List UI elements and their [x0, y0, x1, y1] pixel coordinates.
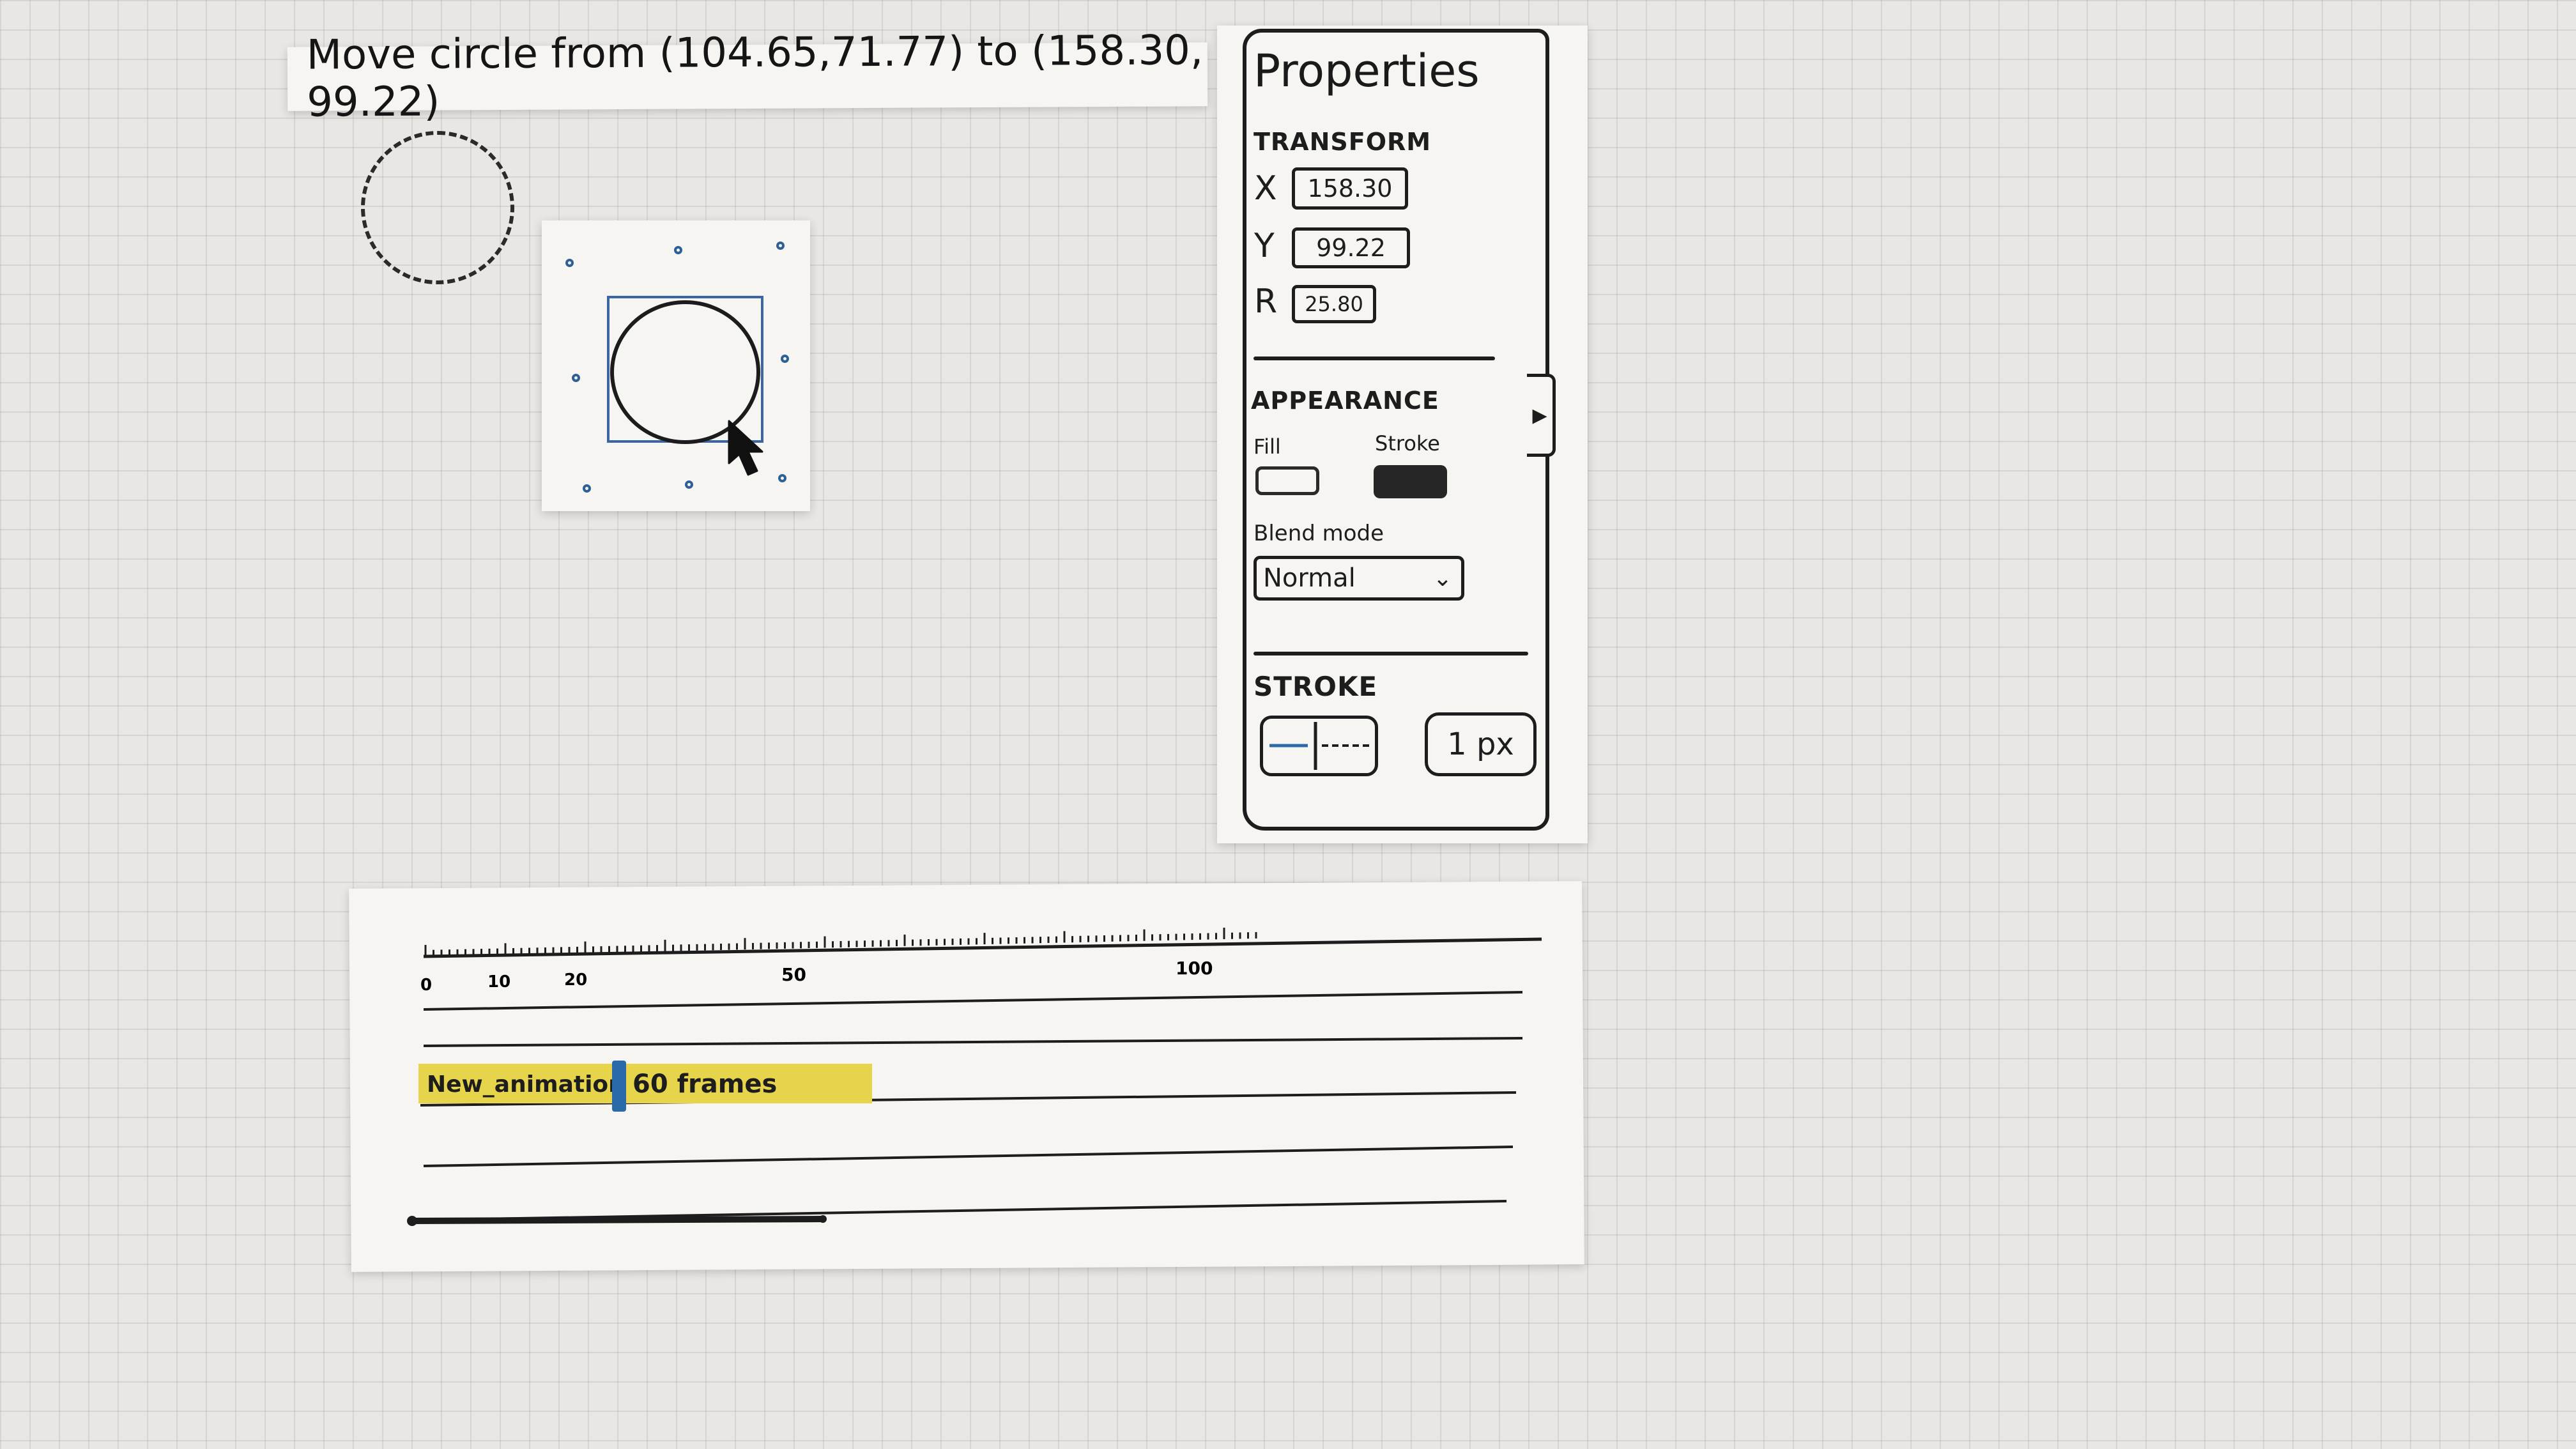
playhead[interactable] [612, 1061, 626, 1112]
section-divider [1254, 652, 1528, 656]
scroll-handle-end[interactable] [819, 1215, 827, 1223]
animation-clip-length: 60 frames [632, 1070, 778, 1099]
blend-mode-label: Blend mode [1254, 521, 1384, 546]
task-instruction-text: Move circle from (104.65,71.77) to (158.… [306, 27, 1204, 126]
properties-title: Properties [1254, 45, 1480, 97]
x-position-input[interactable]: 158.30 [1292, 167, 1408, 210]
resize-handle[interactable] [583, 484, 591, 493]
stroke-style-toggle[interactable] [1260, 716, 1378, 776]
r-label: R [1254, 282, 1278, 321]
stroke-color-swatch[interactable] [1374, 465, 1447, 498]
selected-circle-shape[interactable] [610, 300, 760, 444]
stroke-section-label: STROKE [1254, 671, 1378, 702]
resize-handle[interactable] [781, 355, 789, 363]
x-label: X [1254, 169, 1277, 208]
resize-handle[interactable] [572, 374, 580, 382]
animation-clip-name: New_animation [427, 1071, 625, 1098]
panel-collapse-button[interactable]: ▶ [1527, 374, 1556, 457]
blend-mode-select[interactable]: Normal ⌄ [1254, 556, 1464, 601]
resize-handle[interactable] [776, 241, 785, 250]
scroll-handle-start[interactable] [407, 1216, 417, 1226]
section-divider [1254, 356, 1495, 360]
timeline-ruler[interactable]: 0 10 20 50 100 [350, 885, 1583, 1268]
ruler-label: 100 [1176, 958, 1213, 979]
arrow-cursor-icon [728, 420, 763, 476]
triangle-right-icon: ▶ [1532, 404, 1547, 427]
y-position-input[interactable]: 99.22 [1292, 227, 1410, 268]
fill-color-swatch[interactable] [1255, 466, 1319, 495]
chevron-down-icon: ⌄ [1432, 565, 1452, 592]
blend-mode-value: Normal [1263, 564, 1356, 593]
animation-clip[interactable] [418, 1064, 872, 1103]
ghost-circle-original-position [361, 131, 514, 284]
ruler-label: 10 [487, 972, 510, 992]
resize-handle[interactable] [778, 474, 786, 482]
stroke-color-label: Stroke [1375, 431, 1440, 456]
ruler-label: 20 [564, 970, 587, 990]
stroke-style-icon [1269, 722, 1372, 770]
ruler-label: 0 [420, 976, 432, 995]
resize-handle[interactable] [565, 259, 574, 267]
y-label: Y [1254, 227, 1275, 265]
task-instruction: Move circle from (104.65,71.77) to (158.… [287, 27, 1208, 126]
transform-section-label: TRANSFORM [1254, 128, 1432, 156]
radius-input[interactable]: 25.80 [1292, 285, 1376, 323]
properties-panel-paper [1217, 26, 1588, 843]
appearance-section-label: APPEARANCE [1251, 387, 1439, 415]
resize-handle[interactable] [674, 246, 682, 254]
ruler-label: 50 [781, 964, 806, 985]
resize-handle[interactable] [685, 480, 693, 489]
stroke-width-input[interactable]: 1 px [1425, 712, 1537, 776]
fill-label: Fill [1254, 434, 1281, 459]
